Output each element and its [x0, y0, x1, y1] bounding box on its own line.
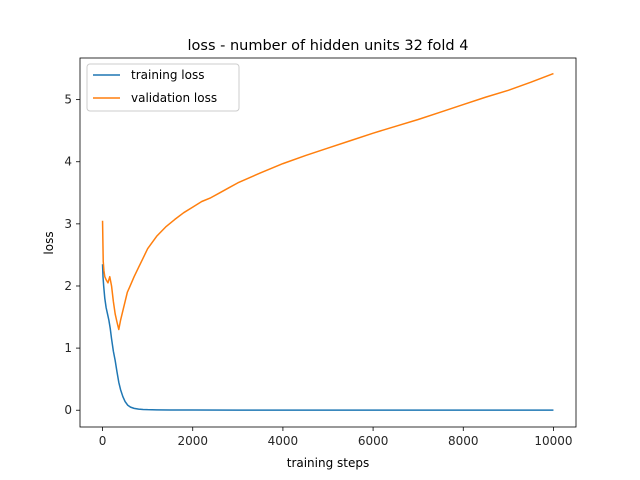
y-tick-label: 1 [64, 341, 72, 355]
y-tick-label: 5 [64, 93, 72, 107]
legend-box [86, 63, 240, 112]
x-tick-label: 10000 [534, 434, 572, 448]
y-tick-label: 2 [64, 279, 72, 293]
x-axis-label: training steps [287, 456, 370, 470]
series-line-training-loss [101, 264, 554, 411]
y-axis-label: loss [42, 231, 56, 254]
y-tick-label: 3 [64, 217, 72, 231]
x-tick-label: 6000 [358, 434, 389, 448]
series-line-validation-loss [101, 72, 554, 331]
y-tick-label: 4 [64, 155, 72, 169]
chart-title: loss - number of hidden units 32 fold 4 [188, 38, 469, 54]
plot-area-frame [79, 57, 577, 428]
x-axis-ticks: 0 2000 4000 6000 8000 10000 [99, 427, 573, 448]
x-tick-label: 8000 [448, 434, 479, 448]
legend-label-validation-loss: validation loss [131, 91, 217, 105]
x-tick-label: 0 [99, 434, 107, 448]
series-layer [101, 72, 554, 411]
chart-legend: training loss validation loss [86, 63, 240, 112]
legend-label-training-loss: training loss [131, 68, 204, 82]
x-tick-label: 4000 [268, 434, 299, 448]
x-tick-label: 2000 [177, 434, 208, 448]
y-tick-label: 0 [64, 403, 72, 417]
y-axis-ticks: 0 1 2 3 4 5 [64, 93, 80, 417]
